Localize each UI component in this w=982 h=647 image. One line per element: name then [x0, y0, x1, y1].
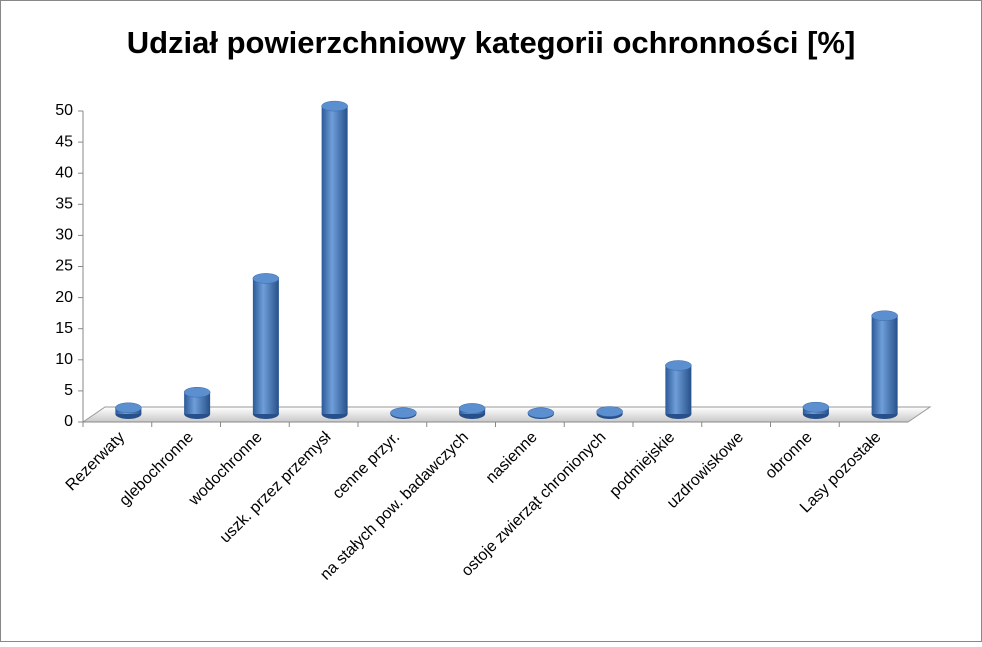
bar-top [183, 386, 211, 398]
y-tick-label: 20 [55, 289, 73, 306]
bar [871, 310, 898, 419]
y-tick-label: 0 [64, 413, 73, 430]
bar-body [665, 365, 692, 414]
bar-top [458, 403, 486, 414]
bar-body [321, 106, 348, 415]
y-tick-label: 40 [55, 164, 73, 181]
bar-top [665, 360, 692, 371]
bar-top [596, 406, 623, 417]
bar-top [390, 407, 417, 419]
y-tick-label: 50 [55, 102, 73, 119]
bar [115, 402, 142, 419]
y-tick-label: 35 [55, 196, 73, 213]
bar [321, 100, 348, 419]
chart-title: Udział powierzchniowy kategorii ochronno… [127, 25, 856, 60]
bar [252, 273, 280, 419]
bar-top [871, 310, 898, 321]
y-tick-label: 25 [55, 258, 73, 275]
bar [458, 403, 486, 419]
y-tick-label: 10 [55, 351, 73, 368]
bar [802, 401, 830, 419]
bar [527, 407, 555, 419]
bar-body [871, 315, 898, 414]
bar-top [527, 407, 555, 419]
y-tick-label: 5 [64, 382, 73, 399]
bar [596, 406, 623, 419]
y-tick-label: 30 [55, 227, 73, 244]
bar-top [802, 401, 830, 413]
bar-body [252, 278, 279, 414]
bar-top [321, 100, 348, 112]
bar-top [115, 402, 142, 414]
y-tick-label: 45 [55, 133, 73, 150]
bar [183, 386, 211, 419]
bar [665, 360, 692, 419]
y-tick-label: 15 [55, 320, 73, 337]
bar-body [184, 392, 211, 414]
bar [390, 407, 417, 419]
bar-top [252, 273, 280, 284]
